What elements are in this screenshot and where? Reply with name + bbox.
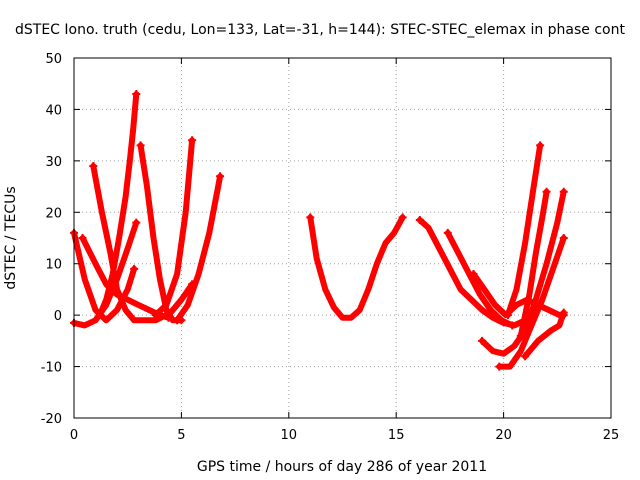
y-tick-label: -10 — [41, 361, 62, 376]
x-axis-title: GPS time / hours of day 286 of year 2011 — [197, 459, 487, 475]
series-group — [70, 90, 568, 371]
series-line-4 — [90, 163, 196, 324]
y-tick-label: -20 — [41, 412, 62, 427]
series-marker — [130, 264, 139, 273]
series-marker — [136, 141, 145, 150]
series-marker — [521, 352, 530, 361]
series-marker — [469, 270, 478, 278]
series-line-6 — [137, 142, 185, 324]
series-line-13 — [479, 188, 567, 357]
x-tick-label: 20 — [495, 428, 512, 443]
series-marker — [559, 234, 568, 242]
series-line-16 — [517, 188, 550, 339]
series-marker — [559, 187, 568, 196]
series-marker — [173, 316, 182, 325]
y-tick-label: 50 — [45, 52, 62, 67]
series-marker — [495, 362, 504, 371]
series-line-14 — [496, 235, 567, 370]
x-tick-label: 15 — [388, 428, 405, 443]
series-line-5 — [96, 91, 140, 319]
series-marker — [516, 331, 525, 340]
series-marker — [503, 311, 512, 320]
series-marker — [415, 216, 424, 224]
series-marker — [132, 218, 141, 227]
series-line-11 — [444, 229, 516, 329]
x-tick-label: 25 — [603, 428, 620, 443]
y-axis-title: dSTEC / TECUs — [3, 186, 19, 289]
chart-title: dSTEC Iono. truth (cedu, Lon=133, Lat=-3… — [15, 22, 625, 38]
y-tick-label: 40 — [45, 103, 62, 118]
series-line-17 — [522, 309, 567, 360]
series-marker — [89, 162, 98, 170]
axis-ticks: 0 5 10 15 20 25 -20 -10 0 10 20 30 40 50 — [41, 52, 620, 443]
series-marker — [132, 90, 141, 98]
series-marker — [95, 311, 104, 320]
series-marker — [151, 311, 160, 320]
series-marker — [478, 336, 487, 345]
series-line-8 — [174, 173, 224, 324]
series-marker — [188, 136, 197, 145]
series-line-15 — [504, 142, 544, 319]
series-marker — [559, 308, 568, 317]
series-line-12 — [470, 271, 567, 319]
series-marker — [216, 172, 225, 181]
y-tick-label: 20 — [45, 206, 62, 221]
series-marker — [536, 141, 545, 150]
series-marker — [78, 234, 87, 242]
plot-frame — [73, 57, 612, 419]
y-tick-label: 10 — [45, 258, 62, 273]
series-marker — [398, 213, 407, 222]
x-tick-label: 0 — [70, 428, 78, 443]
x-tick-label: 10 — [281, 428, 298, 443]
series-marker — [508, 321, 517, 330]
series-marker — [306, 213, 315, 222]
x-tick-label: 5 — [177, 428, 185, 443]
series-marker — [443, 228, 452, 237]
series-marker — [542, 187, 551, 196]
series-line-7 — [152, 137, 196, 319]
y-tick-label: 30 — [45, 155, 62, 170]
series-line-1 — [71, 229, 138, 324]
y-tick-label: 0 — [54, 309, 62, 324]
series-line-9 — [307, 214, 406, 321]
